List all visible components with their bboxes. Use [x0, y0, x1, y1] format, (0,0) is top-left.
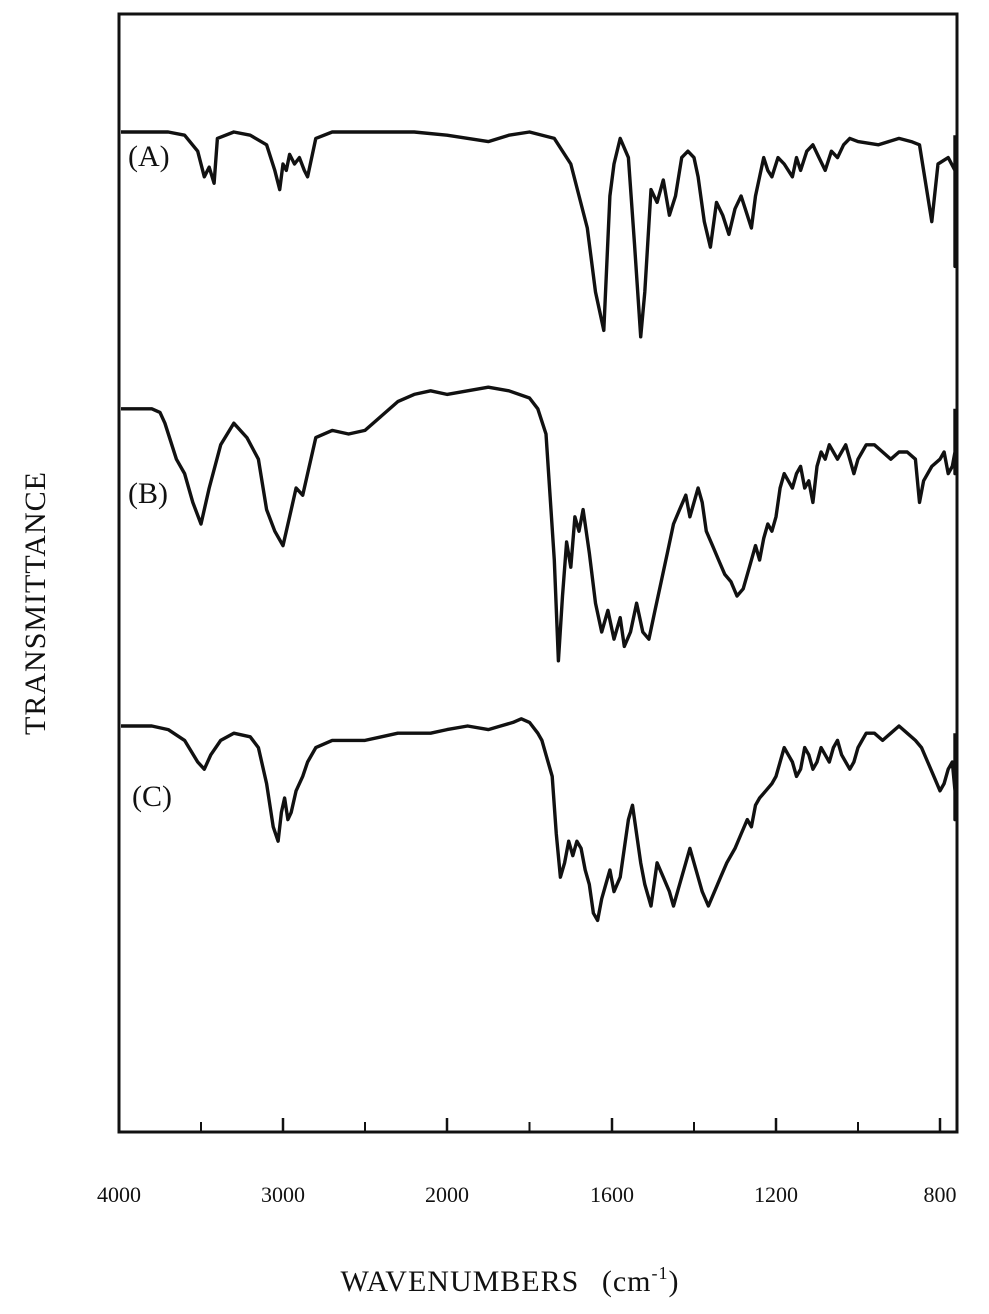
x-axis-label: WAVENUMBERS (cm-1): [341, 1263, 680, 1298]
x-axis-label-text: WAVENUMBERS: [341, 1265, 580, 1298]
x-axis-tick-labels: 4000 3000 2000 1600 1200 800: [97, 1182, 957, 1207]
plot-frame: [117, 12, 959, 1134]
x-axis-unit-close: ): [668, 1265, 679, 1298]
x-axis-ticks: [117, 1118, 942, 1132]
x-tick-label: 1200: [754, 1182, 798, 1207]
x-axis-unit: (cm: [602, 1265, 652, 1298]
x-tick-label: 800: [924, 1182, 957, 1207]
x-tick-label: 2000: [425, 1182, 469, 1207]
x-axis-unit-exponent: -1: [651, 1263, 668, 1283]
x-tick-label: 1600: [590, 1182, 634, 1207]
series-label-b: (B): [128, 477, 168, 510]
spectrum-line-a: [121, 130, 957, 339]
spectrum-line-c: [121, 717, 957, 923]
x-tick-label: 4000: [97, 1182, 141, 1207]
spectra-lines: [121, 130, 957, 923]
y-axis-label: TRANSMITTANCE: [19, 471, 52, 735]
series-label-a: (A): [128, 140, 170, 173]
spectrum-line-b: [121, 385, 957, 663]
x-tick-label: 3000: [261, 1182, 305, 1207]
series-label-c: (C): [132, 780, 172, 813]
spectra-labels: (A) (B) (C): [128, 140, 172, 813]
